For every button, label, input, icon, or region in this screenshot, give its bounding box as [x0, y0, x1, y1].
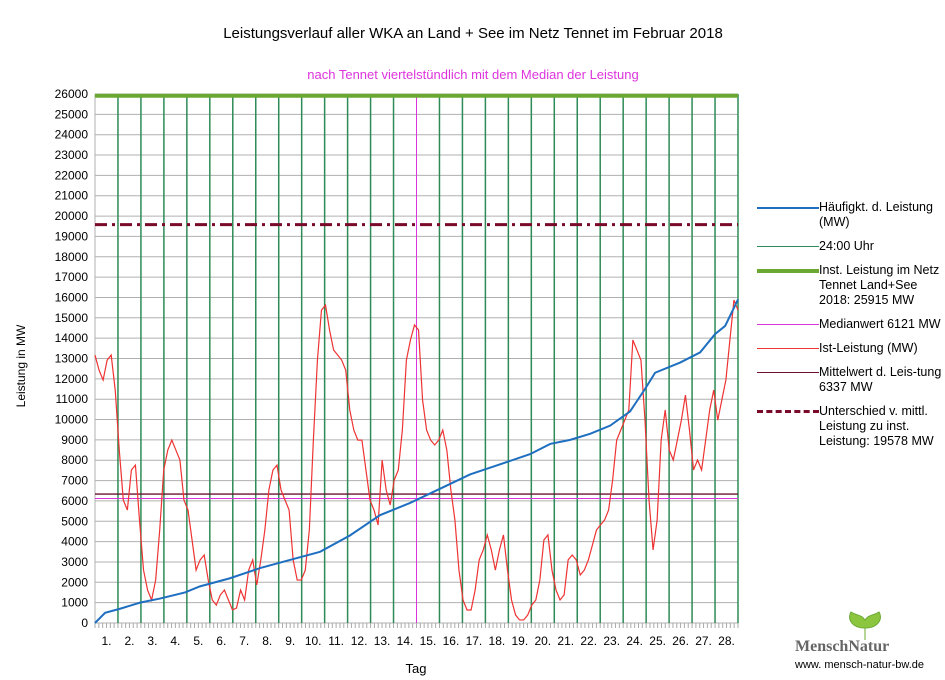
legend-label: 24:00 Uhr	[819, 239, 874, 253]
y-tick-label: 23000	[55, 148, 89, 162]
y-tick-label: 18000	[55, 250, 89, 264]
actual-power-line	[94, 299, 739, 621]
x-tick-label: 28.	[718, 634, 735, 648]
y-tick-label: 20000	[55, 209, 89, 223]
y-tick-label: 12000	[55, 372, 89, 386]
x-tick-label: 9.	[285, 634, 295, 648]
legend-item-difference: Unterschied v. mittl. Leistung zu inst. …	[757, 404, 945, 449]
x-tick-label: 2.	[124, 634, 134, 648]
x-tick-label: 27.	[695, 634, 712, 648]
y-tick-label: 25000	[55, 107, 89, 121]
y-tick-label: 0	[81, 616, 88, 630]
x-tick-label: 4.	[170, 634, 180, 648]
x-tick-label: 21.	[557, 634, 574, 648]
x-tick-label: 7.	[239, 634, 249, 648]
x-tick-label: 6.	[216, 634, 226, 648]
legend-label: Unterschied v. mittl. Leistung zu inst. …	[819, 404, 934, 448]
y-tick-label: 21000	[55, 189, 89, 203]
x-tick-label: 24.	[626, 634, 643, 648]
frequency-line	[94, 299, 739, 624]
legend-item-day-line: 24:00 Uhr	[757, 239, 945, 254]
x-tick-label: 5.	[193, 634, 203, 648]
legend: Häufigkt. d. Leistung (MW) 24:00 Uhr Ins…	[757, 200, 945, 458]
legend-label: Inst. Leistung im Netz Tennet Land+See 2…	[819, 263, 940, 307]
legend-item-installed: Inst. Leistung im Netz Tennet Land+See 2…	[757, 263, 945, 308]
y-tick-label: 3000	[61, 555, 88, 569]
legend-item-frequency: Häufigkt. d. Leistung (MW)	[757, 200, 945, 230]
x-tick-label: 16.	[443, 634, 460, 648]
x-tick-label: 11.	[328, 634, 344, 648]
y-tick-label: 2000	[61, 575, 88, 589]
y-tick-label: 5000	[61, 514, 88, 528]
x-tick-label: 10.	[305, 634, 322, 648]
legend-item-mean: Mittelwert d. Leis-tung 6337 MW	[757, 365, 945, 395]
legend-label: Medianwert 6121 MW	[819, 317, 941, 331]
ginkgo-leaf-icon	[849, 611, 881, 640]
y-tick-label: 14000	[55, 331, 89, 345]
y-tick-label: 22000	[55, 168, 89, 182]
logo-url[interactable]: www. mensch-natur-bw.de	[795, 659, 924, 671]
x-tick-label: 17.	[466, 634, 483, 648]
x-tick-label: 18.	[489, 634, 506, 648]
y-tick-label: 19000	[55, 229, 89, 243]
x-tick-label: 19.	[511, 634, 528, 648]
x-axis-label: Tag	[406, 661, 427, 676]
y-tick-label: 13000	[55, 352, 89, 366]
legend-label: Mittelwert d. Leis-tung 6337 MW	[819, 365, 942, 394]
x-tick-label: 13.	[374, 634, 391, 648]
y-tick-label: 1000	[61, 596, 88, 610]
x-tick-label: 22.	[580, 634, 597, 648]
y-tick-label: 7000	[61, 474, 88, 488]
x-tick-label: 8.	[262, 634, 272, 648]
legend-item-actual: Ist-Leistung (MW)	[757, 341, 945, 356]
y-tick-label: 16000	[55, 290, 89, 304]
x-tick-label: 12.	[351, 634, 368, 648]
x-tick-label: 23.	[603, 634, 620, 648]
x-tick-label: 26.	[672, 634, 689, 648]
x-tick-label: 25.	[649, 634, 666, 648]
chart-subtitle: nach Tennet viertelstündlich mit dem Med…	[307, 67, 638, 82]
x-tick-label: 20.	[534, 634, 551, 648]
x-tick-label: 3.	[147, 634, 157, 648]
y-tick-label: 26000	[55, 87, 89, 101]
x-tick-label: 14.	[397, 634, 414, 648]
y-tick-label: 9000	[61, 433, 88, 447]
legend-item-median: Medianwert 6121 MW	[757, 317, 945, 332]
y-tick-label: 17000	[55, 270, 89, 284]
logo-text: MenschNatur	[795, 638, 890, 655]
x-tick-label: 1.	[101, 634, 111, 648]
y-tick-label: 24000	[55, 128, 89, 142]
x-tick-label: 15.	[420, 634, 437, 648]
y-axis-label: Leistung in MW	[14, 324, 28, 407]
legend-label: Ist-Leistung (MW)	[819, 341, 918, 355]
y-tick-label: 6000	[61, 494, 88, 508]
y-tick-label: 10000	[55, 413, 89, 427]
y-tick-label: 8000	[61, 453, 88, 467]
y-tick-label: 11000	[56, 392, 89, 406]
chart-title: Leistungsverlauf aller WKA an Land + See…	[223, 25, 723, 42]
legend-label: Häufigkt. d. Leistung (MW)	[819, 200, 933, 229]
y-tick-label: 15000	[55, 311, 89, 325]
y-tick-label: 4000	[61, 535, 88, 549]
